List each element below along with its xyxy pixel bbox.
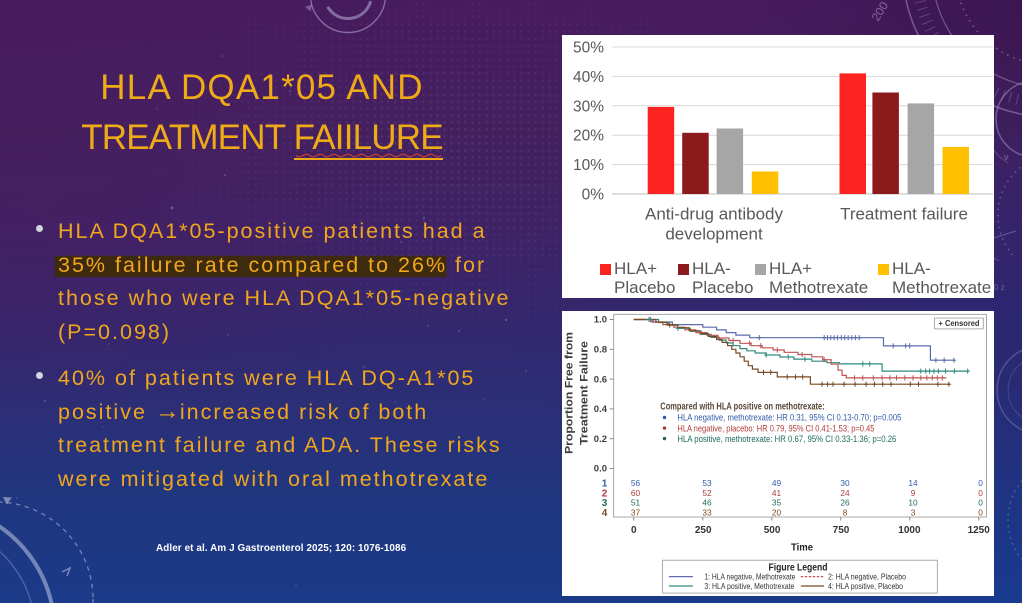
svg-text:250: 250 [695,525,712,536]
svg-text:46: 46 [702,498,712,508]
svg-text:56: 56 [631,478,641,488]
svg-text:49: 49 [772,478,782,488]
svg-text:53: 53 [702,478,712,488]
svg-text:0: 0 [631,525,637,536]
svg-text:0%: 0% [582,186,605,203]
svg-text:Methotrexate: Methotrexate [892,278,991,297]
svg-text:50%: 50% [573,39,604,56]
svg-text:1: HLA negative, Methotrexate: 1: HLA negative, Methotrexate [704,573,795,582]
svg-text:1: 1 [602,479,608,490]
svg-text:0: 0 [978,478,983,488]
svg-text:3: 3 [911,507,916,517]
svg-text:9: 9 [911,488,916,498]
svg-text:8: 8 [843,507,848,517]
svg-text:24: 24 [840,488,850,498]
svg-text:Time: Time [791,542,813,554]
svg-text:33: 33 [702,507,712,517]
svg-text:Anti-drug antibody: Anti-drug antibody [645,204,783,223]
svg-text:4: HLA positive, Placebo: 4: HLA positive, Placebo [828,582,903,591]
svg-text:51: 51 [631,498,641,508]
svg-text:v: v [1004,152,1009,162]
svg-text:0.2: 0.2 [594,434,607,445]
svg-text:14: 14 [908,478,918,488]
svg-text:10: 10 [908,498,918,508]
svg-text:200: 200 [869,0,892,24]
svg-text:Placebo: Placebo [614,278,675,297]
svg-text:26: 26 [840,498,850,508]
svg-text:60: 60 [631,488,641,498]
svg-text:500: 500 [764,525,781,536]
svg-text:20%: 20% [573,127,604,144]
svg-text:40%: 40% [573,68,604,85]
svg-text:0: 0 [978,498,983,508]
svg-text:Placebo: Placebo [692,278,753,297]
svg-text:Treatment Failure: Treatment Failure [579,341,591,445]
svg-text:Methotrexate: Methotrexate [769,278,868,297]
svg-text:2: HLA negative, Placebo: 2: HLA negative, Placebo [828,573,906,582]
svg-text:30%: 30% [573,98,604,115]
svg-text:3: HLA positive, Methotrexate: 3: HLA positive, Methotrexate [704,582,794,591]
svg-text:1.0: 1.0 [594,315,607,326]
svg-text:10%: 10% [573,157,604,174]
svg-text:HLA-: HLA- [692,259,731,278]
svg-text:35: 35 [772,498,782,508]
svg-text:30: 30 [840,478,850,488]
svg-text:HLA+: HLA+ [769,259,812,278]
svg-text:HLA-: HLA- [892,259,931,278]
svg-text:HLA+: HLA+ [614,259,657,278]
svg-text:0: 0 [978,507,983,517]
svg-text:0.4: 0.4 [594,404,608,415]
svg-text:0.0: 0.0 [594,464,607,475]
svg-text:0 z: 0 z [994,283,1005,292]
svg-text:2: 2 [602,488,608,499]
svg-text:3: 3 [602,498,608,509]
svg-text:41: 41 [772,488,782,498]
svg-text:750: 750 [833,525,850,536]
svg-text:0.6: 0.6 [594,374,607,385]
svg-text:+ Censored: + Censored [939,318,980,328]
svg-text:0.8: 0.8 [594,345,607,356]
svg-text:Proportion Free from: Proportion Free from [564,332,576,454]
svg-text:0: 0 [978,488,983,498]
svg-text:HLA positive, methotrexate: HR: HLA positive, methotrexate: HR 0.67, 95%… [677,434,896,445]
svg-text:1000: 1000 [898,525,921,536]
svg-text:Figure Legend: Figure Legend [769,563,828,574]
svg-text:Treatment failure: Treatment failure [840,204,968,223]
svg-text:1250: 1250 [968,525,991,536]
svg-text:HLA negative, methotrexate: HR: HLA negative, methotrexate: HR 0.31, 95%… [677,413,901,424]
svg-text:Compared with HLA positive on: Compared with HLA positive on methotrexa… [660,402,824,413]
svg-text:4: 4 [602,508,608,519]
svg-text:development: development [665,224,763,243]
svg-text:20: 20 [772,507,782,517]
svg-text:52: 52 [702,488,712,498]
svg-text:HLA negative, placebo: HR 0.79: HLA negative, placebo: HR 0.79, 95% CI 0… [677,423,874,434]
svg-text:37: 37 [631,507,641,517]
